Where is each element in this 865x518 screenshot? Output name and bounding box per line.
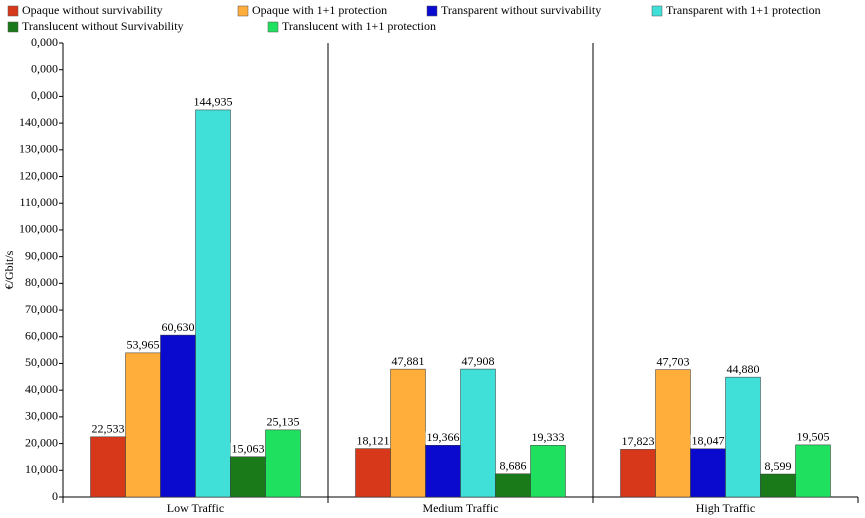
value-label-bg [425, 431, 461, 445]
value-label: 60,630 [162, 320, 195, 334]
x-tick-label: Medium Traffic [422, 501, 498, 515]
y-tick-label: 100,000 [19, 222, 58, 236]
value-label: 144,935 [194, 95, 233, 109]
value-label-bg [90, 422, 126, 436]
y-tick-label: 0,000 [31, 61, 58, 75]
value-label-bg [160, 321, 196, 335]
y-tick-label: 10,000 [25, 462, 58, 476]
legend-label: Opaque without survivability [22, 3, 163, 17]
bar [265, 429, 301, 498]
value-label-bg [655, 355, 691, 369]
value-label: 47,908 [462, 354, 495, 368]
bar [460, 368, 496, 498]
legend-label: Opaque with 1+1 protection [252, 3, 387, 17]
bar [760, 473, 796, 498]
y-tick-label: 120,000 [19, 168, 58, 182]
value-label-bg [620, 435, 656, 449]
x-tick-label: Low Traffic [167, 501, 224, 515]
value-label-bg [795, 430, 831, 444]
bar [90, 436, 126, 498]
legend-label: Transparent with 1+1 protection [666, 3, 821, 17]
legend-swatch [426, 5, 438, 17]
y-tick-label: 60,000 [25, 329, 58, 343]
bar [795, 444, 831, 498]
value-label: 25,135 [267, 415, 300, 429]
y-tick-label: 50,000 [25, 355, 58, 369]
y-tick-label: 30,000 [25, 409, 58, 423]
value-label: 19,333 [532, 430, 565, 444]
value-label: 47,703 [657, 354, 690, 368]
value-label: 8,599 [765, 459, 792, 473]
value-label: 19,505 [797, 430, 830, 444]
value-label-bg [265, 415, 301, 429]
legend-label: Translucent with 1+1 protection [282, 19, 436, 33]
value-label-bg [192, 95, 234, 109]
legend-swatch [651, 5, 663, 17]
value-label: 17,823 [622, 434, 655, 448]
value-label: 53,965 [127, 338, 160, 352]
value-label-bg [690, 434, 726, 448]
y-tick-label: 110,000 [19, 195, 58, 209]
y-tick-label: 40,000 [25, 382, 58, 396]
value-label-bg [725, 363, 761, 377]
value-label: 8,686 [500, 459, 527, 473]
y-tick-label: 0,000 [31, 88, 58, 102]
y-tick-label: 0,000 [31, 35, 58, 49]
y-tick-label: 0 [52, 489, 58, 503]
value-label: 15,063 [232, 442, 265, 456]
value-label-bg [460, 355, 496, 369]
bar [390, 368, 426, 498]
value-label-bg [355, 434, 391, 448]
y-tick-label: 80,000 [25, 275, 58, 289]
value-label: 47,881 [392, 354, 425, 368]
bar [495, 473, 531, 498]
bar [125, 352, 161, 498]
x-tick-label: High Traffic [696, 501, 755, 515]
bar [355, 448, 391, 498]
value-label-bg [230, 442, 266, 456]
legend-label: Translucent without Survivability [22, 19, 184, 33]
bar [160, 334, 196, 498]
legend-swatch [7, 5, 19, 17]
bar [725, 376, 761, 498]
legend-swatch [237, 5, 249, 17]
value-label-bg [763, 460, 793, 474]
bar [195, 109, 231, 498]
value-label: 19,366 [427, 430, 460, 444]
legend-swatch [7, 21, 19, 33]
bar [690, 448, 726, 498]
bar [655, 369, 691, 498]
value-label-bg [530, 431, 566, 445]
bar [230, 456, 266, 498]
value-label: 44,880 [727, 362, 760, 376]
y-tick-label: 90,000 [25, 248, 58, 262]
value-label-bg [390, 355, 426, 369]
y-tick-label: 140,000 [19, 115, 58, 129]
value-label-bg [125, 338, 161, 352]
bar [530, 445, 566, 498]
value-label: 22,533 [92, 422, 125, 436]
y-tick-label: 70,000 [25, 302, 58, 316]
value-label: 18,121 [357, 433, 390, 447]
value-label: 18,047 [692, 434, 725, 448]
y-axis-label: €/Gbit/s [2, 250, 16, 289]
legend-swatch [267, 21, 279, 33]
legend-label: Transparent without survivability [441, 3, 601, 17]
bar [620, 449, 656, 498]
value-label-bg [498, 459, 528, 473]
y-tick-label: 20,000 [25, 435, 58, 449]
y-tick-label: 130,000 [19, 142, 58, 156]
bar [425, 445, 461, 498]
